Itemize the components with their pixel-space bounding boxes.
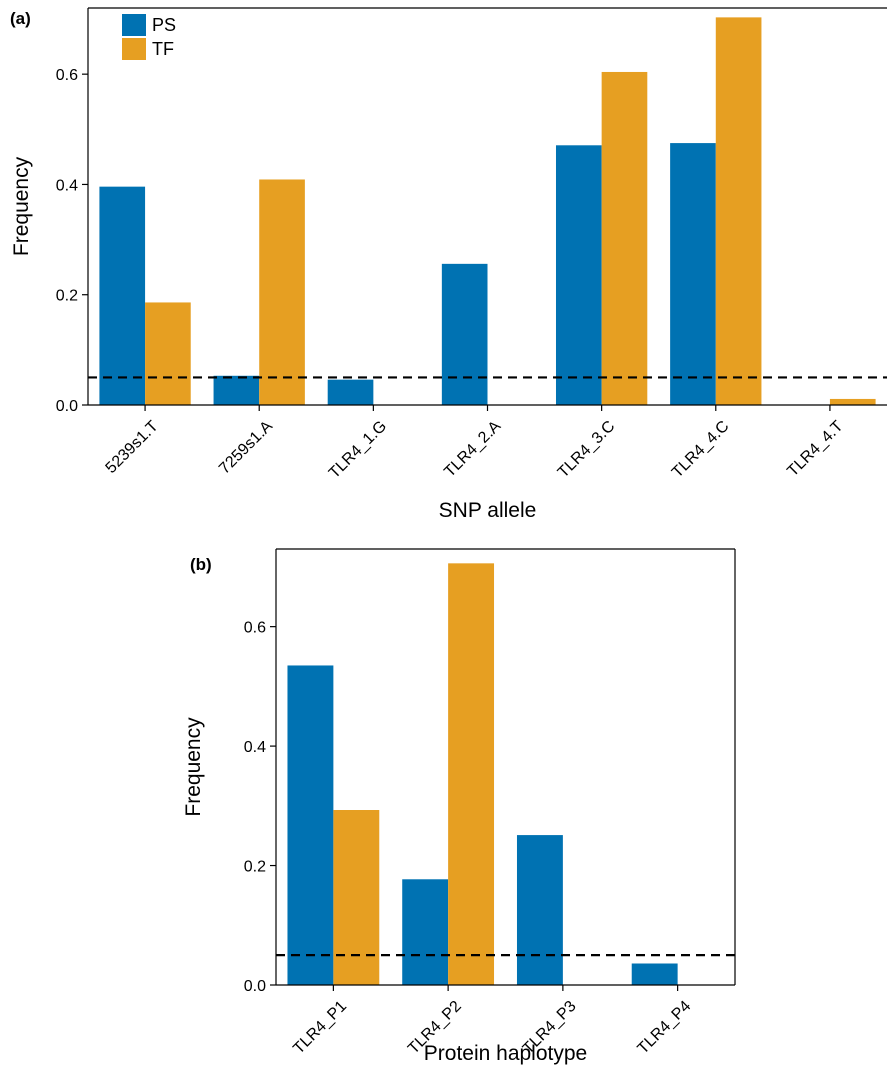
y-axis-title: Frequency [10, 156, 33, 256]
y-tick-label: 0.6 [244, 620, 266, 637]
bar-tf-tlr4-3-c [601, 71, 648, 405]
bar-tf-tlr4-4-c [715, 17, 762, 406]
bar-ps-7259s1-a [213, 375, 260, 405]
bar-tf-5239s1-t [145, 302, 191, 405]
bar-tf-7259s1-a [259, 179, 305, 405]
x-tick-label: TLR4_P1 [290, 998, 350, 1058]
bar-ps-tlr4-2-a [441, 263, 488, 405]
legend-swatch-ps [122, 14, 146, 36]
x-tick-label: 7259s1.A [216, 417, 276, 477]
bar-ps-tlr4-3-c [555, 145, 602, 405]
bar-ps-tlr4-p4 [631, 963, 678, 985]
x-tick-label: TLR4_1.G [326, 418, 390, 482]
y-tick-label: 0.4 [56, 177, 78, 194]
panel-label: (b) [190, 555, 212, 574]
legend-label-tf: TF [152, 39, 174, 59]
x-tick-label: 5239s1.T [103, 418, 162, 477]
legend-label-ps: PS [152, 15, 176, 35]
panel-label: (a) [10, 9, 31, 28]
bar-ps-tlr4-p3 [516, 835, 563, 985]
x-tick-label: TLR4_2.A [441, 418, 504, 481]
bar-ps-tlr4-p1 [287, 665, 334, 985]
x-axis-title: SNP allele [439, 499, 537, 522]
y-tick-label: 0.2 [56, 288, 78, 305]
x-axis-title: Protein haplotype [424, 1042, 587, 1065]
legend: PS TF [122, 14, 176, 60]
bar-ps-5239s1-t [99, 186, 146, 405]
bar-ps-tlr4-4-c [670, 143, 716, 405]
chart-panel-a: 0.0 0.2 0.4 0.6 5239s1.T 7259s1.A TLR4_1.G TLR4… [10, 7, 887, 522]
y-axis-title: Frequency [182, 717, 205, 817]
y-tick-label: 0.0 [56, 398, 78, 415]
x-tick-label: TLR4_P4 [635, 998, 695, 1058]
y-tick-label: 0.4 [244, 739, 266, 756]
x-tick-label: TLR4_4.C [669, 418, 733, 482]
bar-tf-tlr4-p2 [448, 563, 495, 985]
bar-ps-tlr4-1-g [327, 379, 374, 405]
x-tick-label: TLR4_3.C [555, 418, 619, 482]
y-tick-label: 0.0 [244, 978, 266, 995]
bar-tf-tlr4-p1 [333, 810, 380, 985]
y-tick-label: 0.6 [56, 67, 78, 84]
bar-tf-tlr4-4-t [829, 398, 876, 405]
legend-swatch-tf [122, 38, 146, 60]
x-tick-label: TLR4_4.T [784, 418, 846, 480]
y-tick-label: 0.2 [244, 859, 266, 876]
bar-ps-tlr4-p2 [402, 879, 449, 985]
